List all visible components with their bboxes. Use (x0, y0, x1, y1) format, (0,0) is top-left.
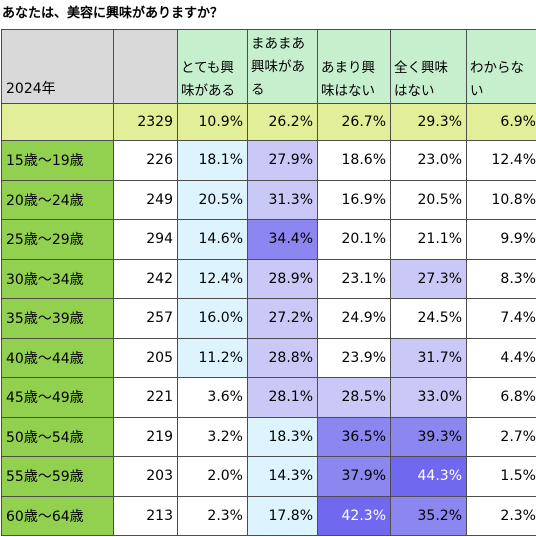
percentage-cell: 2.0% (178, 457, 248, 497)
percentage-cell: 3.2% (178, 417, 248, 457)
column-header: まあまあ 興味があ る (248, 29, 318, 104)
percentage-cell: 27.3% (391, 259, 467, 299)
percentage-cell: 31.3% (248, 180, 318, 220)
chart-title: あなたは、美容に興味がありますか？ (2, 6, 224, 21)
percentage-cell: 18.6% (318, 141, 391, 181)
percentage-cell: 7.4% (467, 299, 536, 339)
percentage-cell: 42.3% (318, 496, 391, 536)
year-label: 2024年 (1, 29, 114, 104)
percentage-cell: 18.1% (178, 141, 248, 181)
total-value: 10.9% (178, 104, 248, 141)
percentage-cell: 24.9% (318, 299, 391, 339)
percentage-cell: 2.3% (467, 496, 536, 536)
percentage-cell: 31.7% (391, 338, 467, 378)
percentage-cell: 34.4% (248, 220, 318, 260)
total-value: 29.3% (391, 104, 467, 141)
percentage-cell: 24.5% (391, 299, 467, 339)
percentage-cell: 14.3% (248, 457, 318, 497)
percentage-cell: 20.5% (178, 180, 248, 220)
percentage-cell: 27.9% (248, 141, 318, 181)
sample-count: 226 (114, 141, 178, 181)
total-value: 6.9% (467, 104, 536, 141)
age-group-label: 20歳～24歳 (1, 180, 114, 220)
column-header: あまり興 味はない (318, 29, 391, 104)
age-group-label: 15歳～19歳 (1, 141, 114, 181)
percentage-cell: 37.9% (318, 457, 391, 497)
sample-count: 257 (114, 299, 178, 339)
age-group-label: 40歳～44歳 (1, 338, 114, 378)
percentage-cell: 39.3% (391, 417, 467, 457)
column-header: わからな い (467, 29, 536, 104)
percentage-cell: 2.7% (467, 417, 536, 457)
percentage-cell: 21.1% (391, 220, 467, 260)
percentage-cell: 6.8% (467, 378, 536, 418)
percentage-cell: 9.9% (467, 220, 536, 260)
percentage-cell: 11.2% (178, 338, 248, 378)
percentage-cell: 44.3% (391, 457, 467, 497)
sample-count: 242 (114, 259, 178, 299)
age-group-label: 30歳～34歳 (1, 259, 114, 299)
percentage-cell: 8.3% (467, 259, 536, 299)
percentage-cell: 20.5% (391, 180, 467, 220)
percentage-cell: 3.6% (178, 378, 248, 418)
column-header: 全く興味 はない (391, 29, 467, 104)
sample-count: 203 (114, 457, 178, 497)
percentage-cell: 28.5% (318, 378, 391, 418)
column-header: とても興 味がある (178, 29, 248, 104)
percentage-cell: 16.9% (318, 180, 391, 220)
count-header (114, 29, 178, 104)
percentage-cell: 18.3% (248, 417, 318, 457)
percentage-cell: 28.8% (248, 338, 318, 378)
percentage-cell: 17.8% (248, 496, 318, 536)
sample-count: 294 (114, 220, 178, 260)
survey-table: 2024年 とても興 味がある まあまあ 興味があ るあまり興 味はない 全く興味 は… (1, 29, 536, 536)
percentage-cell: 28.9% (248, 259, 318, 299)
total-label (1, 104, 114, 141)
sample-count: 219 (114, 417, 178, 457)
sample-count: 249 (114, 180, 178, 220)
age-group-label: 50歳～54歳 (1, 417, 114, 457)
total-value: 26.2% (248, 104, 318, 141)
percentage-cell: 23.1% (318, 259, 391, 299)
sample-count: 221 (114, 378, 178, 418)
percentage-cell: 23.0% (391, 141, 467, 181)
percentage-cell: 2.3% (178, 496, 248, 536)
percentage-cell: 12.4% (178, 259, 248, 299)
percentage-cell: 16.0% (178, 299, 248, 339)
sample-count: 205 (114, 338, 178, 378)
percentage-cell: 33.0% (391, 378, 467, 418)
percentage-cell: 20.1% (318, 220, 391, 260)
percentage-cell: 36.5% (318, 417, 391, 457)
percentage-cell: 4.4% (467, 338, 536, 378)
percentage-cell: 10.8% (467, 180, 536, 220)
age-group-label: 45歳～49歳 (1, 378, 114, 418)
age-group-label: 35歳～39歳 (1, 299, 114, 339)
sample-count: 213 (114, 496, 178, 536)
age-group-label: 55歳～59歳 (1, 457, 114, 497)
percentage-cell: 28.1% (248, 378, 318, 418)
percentage-cell: 23.9% (318, 338, 391, 378)
percentage-cell: 35.2% (391, 496, 467, 536)
total-count: 2329 (114, 104, 178, 141)
percentage-cell: 27.2% (248, 299, 318, 339)
age-group-label: 25歳～29歳 (1, 220, 114, 260)
total-value: 26.7% (318, 104, 391, 141)
percentage-cell: 14.6% (178, 220, 248, 260)
percentage-cell: 12.4% (467, 141, 536, 181)
age-group-label: 60歳～64歳 (1, 496, 114, 536)
percentage-cell: 1.5% (467, 457, 536, 497)
